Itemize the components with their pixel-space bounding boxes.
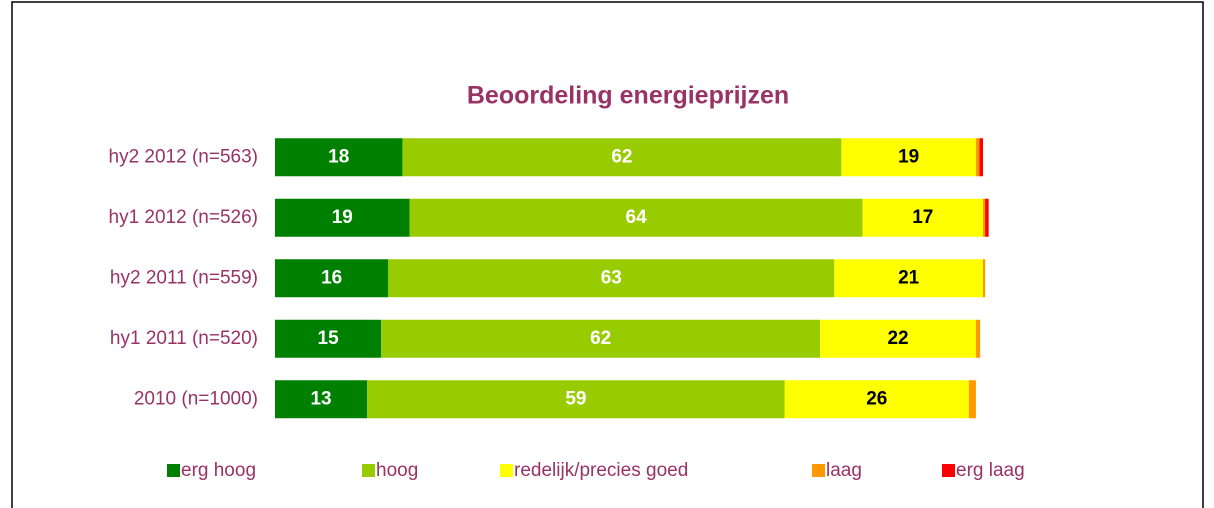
data-label: 19 [332, 207, 353, 228]
data-label: 62 [611, 146, 632, 167]
y-tick-label: hy1 2011 (n=520) [110, 328, 258, 349]
bar-segment [975, 319, 981, 358]
y-tick-label: 2010 (n=1000) [134, 388, 258, 409]
chart-title: Beoordeling energieprijzen [467, 82, 789, 110]
bar-segment [862, 198, 983, 237]
data-label: 21 [898, 267, 920, 288]
bar-segment [834, 259, 983, 298]
bar-segment [275, 319, 382, 358]
bar-segment [275, 259, 389, 298]
bar-segment [983, 259, 986, 298]
legend-label: redelijk/precies goed [514, 460, 688, 481]
bar-segment [983, 198, 986, 237]
legend-swatch [812, 464, 825, 477]
data-label: 26 [866, 388, 887, 409]
data-label: 15 [318, 328, 340, 349]
legend-swatch [362, 464, 375, 477]
bar-segment [841, 138, 976, 177]
legend-swatch [167, 464, 180, 477]
bar-segment [381, 319, 821, 358]
y-tick-label: hy2 2012 (n=563) [109, 146, 258, 167]
bar-segment [968, 380, 976, 419]
bar-segment [275, 198, 410, 237]
data-label: 22 [887, 328, 908, 349]
data-label: 13 [310, 388, 331, 409]
bar-segment [820, 319, 976, 358]
bar-segment [975, 138, 980, 177]
data-label: 16 [321, 267, 342, 288]
bar-segment [275, 138, 403, 177]
bar-segment [275, 380, 368, 419]
data-label: 59 [565, 388, 586, 409]
y-tick-label: hy1 2012 (n=526) [109, 207, 258, 228]
bar-segment [402, 138, 842, 177]
data-label: 62 [590, 328, 611, 349]
legend-label: laag [826, 460, 862, 481]
bar-segment [367, 380, 785, 419]
bar-segment [409, 198, 863, 237]
bar-segment [784, 380, 969, 419]
legend-swatch [942, 464, 955, 477]
data-label: 64 [626, 207, 648, 228]
legend-label: erg hoog [181, 460, 256, 481]
data-label: 17 [912, 207, 933, 228]
data-label: 18 [328, 146, 349, 167]
legend-swatch [500, 464, 513, 477]
bar-segment [985, 198, 989, 237]
bar-segment [388, 259, 835, 298]
data-label: 19 [898, 146, 919, 167]
chart-frame [11, 1, 1204, 508]
legend-label: erg laag [956, 460, 1025, 481]
legend-label: hoog [376, 460, 418, 481]
bar-segment [979, 138, 983, 177]
data-label: 63 [601, 267, 622, 288]
y-tick-label: hy2 2011 (n=559) [110, 267, 258, 288]
